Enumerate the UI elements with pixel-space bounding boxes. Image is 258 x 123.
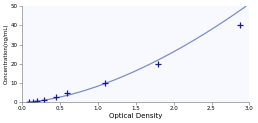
X-axis label: Optical Density: Optical Density [109, 113, 162, 119]
Y-axis label: Concentration(ng/mL): Concentration(ng/mL) [4, 24, 9, 85]
